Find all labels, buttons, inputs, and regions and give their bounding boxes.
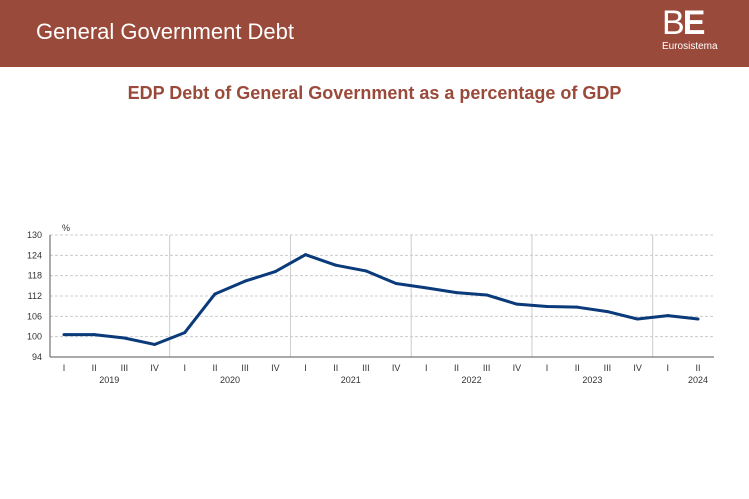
data-point	[304, 253, 308, 257]
year-label: 2022	[462, 375, 482, 385]
x-tick-label: II	[695, 363, 700, 373]
x-tick-label: I	[546, 363, 549, 373]
data-point	[153, 342, 157, 346]
data-point	[183, 331, 187, 335]
data-point	[424, 286, 428, 290]
y-tick-label: 130	[27, 230, 42, 240]
y-tick-label: 106	[27, 311, 42, 321]
data-point	[545, 305, 549, 309]
x-tick-label: I	[425, 363, 428, 373]
data-point	[666, 314, 670, 318]
year-label: 2021	[341, 375, 361, 385]
header-bar: General Government Debt BE Eurosistema	[0, 0, 749, 67]
x-tick-label: IV	[392, 363, 401, 373]
x-tick-label: III	[362, 363, 370, 373]
year-label: 2024	[688, 375, 708, 385]
chart-title: EDP Debt of General Government as a perc…	[127, 83, 622, 103]
y-tick-label: 94	[32, 352, 42, 362]
x-tick-label: III	[483, 363, 491, 373]
x-tick-label: IV	[150, 363, 159, 373]
data-point	[122, 336, 126, 340]
x-tick-label: III	[604, 363, 612, 373]
x-tick-label: II	[212, 363, 217, 373]
page-title: General Government Debt	[36, 19, 295, 44]
data-point	[605, 310, 609, 314]
x-tick-label: IV	[633, 363, 642, 373]
data-point	[92, 333, 96, 337]
y-tick-label: 118	[28, 271, 42, 281]
data-point	[62, 333, 66, 337]
y-tick-label: 124	[27, 250, 42, 260]
data-point	[696, 317, 700, 321]
logo: BE Eurosistema	[662, 6, 718, 52]
x-tick-label: III	[241, 363, 249, 373]
y-axis-unit: %	[62, 223, 70, 233]
data-point	[334, 263, 338, 267]
x-tick-label: II	[333, 363, 338, 373]
x-tick-label: I	[667, 363, 670, 373]
y-tick-label: 112	[28, 291, 42, 301]
x-tick-label: I	[304, 363, 307, 373]
data-point	[575, 305, 579, 309]
x-tick-label: I	[63, 363, 66, 373]
x-tick-label: III	[121, 363, 129, 373]
x-tick-label: II	[454, 363, 459, 373]
data-point	[515, 302, 519, 306]
x-tick-label: IV	[271, 363, 280, 373]
series-line	[64, 253, 699, 346]
x-tick-label: II	[92, 363, 97, 373]
data-point	[485, 293, 489, 297]
data-point	[364, 269, 368, 273]
x-tick-label: I	[184, 363, 187, 373]
data-point	[636, 317, 640, 321]
data-point	[454, 291, 458, 295]
logo-mark: BE	[662, 4, 705, 42]
year-label: 2019	[99, 375, 119, 385]
y-tick-label: 100	[27, 332, 42, 342]
data-point	[243, 279, 247, 283]
year-label: 2023	[582, 375, 602, 385]
data-point	[273, 270, 277, 274]
data-point	[213, 292, 217, 296]
logo-subtitle: Eurosistema	[662, 41, 718, 52]
x-tick-label: IV	[513, 363, 522, 373]
x-tick-label: II	[575, 363, 580, 373]
year-label: 2020	[220, 375, 240, 385]
data-point	[394, 281, 398, 285]
